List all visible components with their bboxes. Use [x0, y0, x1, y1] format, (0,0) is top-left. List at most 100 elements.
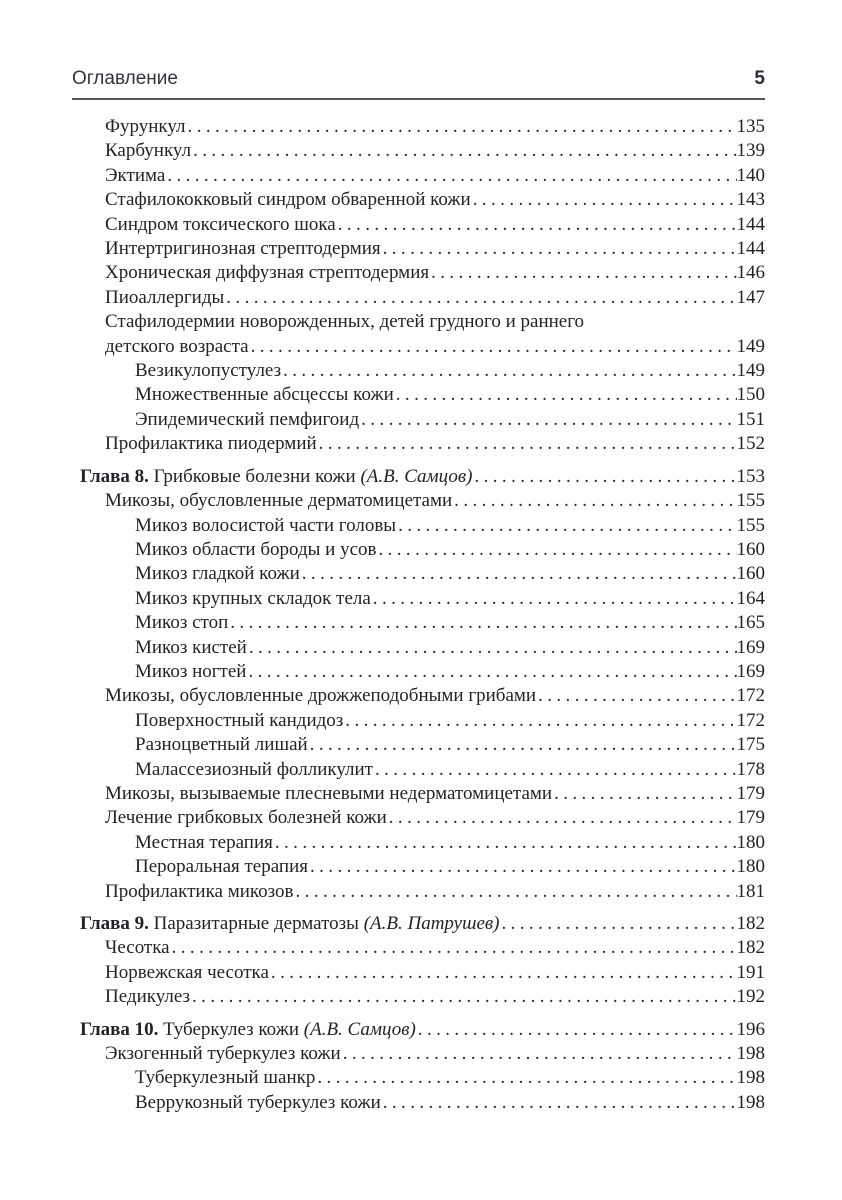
toc-entry: Микозы, обусловленные дрожжеподобными гр…: [72, 684, 765, 708]
toc-entry: Везикулопустулез 149: [72, 359, 765, 383]
entry-page-number: 179: [736, 782, 766, 804]
dot-leader: [310, 733, 737, 757]
toc-entry: Экзогенный туберкулез кожи 198: [72, 1042, 765, 1066]
entry-title: Профилактика пиодермий: [105, 433, 317, 455]
entry-page-number: 196: [736, 1018, 766, 1040]
toc-chapter-entry: Глава 10. Туберкулез кожи (А.В. Самцов) 1…: [72, 1018, 765, 1042]
dot-leader: [275, 831, 737, 855]
toc-entry: Поверхностный кандидоз 172: [72, 709, 765, 733]
toc-entry: Пиоаллергиды 147: [72, 286, 765, 310]
toc-entry: Микоз гладкой кожи 160: [72, 562, 765, 586]
toc-entry: Норвежская чесотка 191: [72, 961, 765, 985]
entry-page-number: 147: [736, 286, 766, 308]
toc-entry: Микоз стоп 165: [72, 611, 765, 635]
entry-page-number: 151: [736, 408, 766, 430]
entry-title: Микоз кистей: [135, 636, 247, 658]
entry-page-number: 191: [736, 961, 766, 983]
entry-title: Везикулопустулез: [135, 360, 282, 382]
dot-leader: [474, 465, 736, 489]
entry-title: Педикулез: [105, 986, 191, 1008]
toc-entry: Микозы, вызываемые плесневыми недерматом…: [72, 782, 765, 806]
entry-title: Микозы, вызываемые плесневыми недерматом…: [105, 782, 553, 804]
toc-entry: Местная терапия 180: [72, 831, 765, 855]
dot-leader: [418, 1018, 737, 1042]
toc-chapter-entry: Глава 8. Грибковые болезни кожи (А.В. Са…: [72, 465, 765, 489]
entry-title: Множественные абсцессы кожи: [135, 384, 394, 406]
entry-title: Хроническая диффузная стрептодермия: [105, 262, 430, 284]
entry-page-number: 160: [736, 563, 766, 585]
entry-title: Интертригинозная стрептодермия: [105, 238, 381, 260]
entry-author: (А.В. Самцов): [355, 465, 473, 487]
entry-page-number: 178: [736, 758, 766, 780]
entry-page-number: 169: [736, 636, 766, 658]
toc-entry: Стафилококковый синдром обваренной кожи 1…: [72, 188, 765, 212]
entry-title: Микоз области бороды и усов: [135, 538, 377, 560]
dot-leader: [251, 335, 737, 359]
toc-entry: Микоз крупных складок тела 164: [72, 587, 765, 611]
entry-page-number: 149: [736, 360, 766, 382]
dot-leader: [283, 359, 736, 383]
toc-entry: Малассезиозный фолликулит 178: [72, 758, 765, 782]
entry-title: Эктима: [105, 164, 166, 186]
entry-title: Профилактика микозов: [105, 880, 294, 902]
toc-entry: Эктима 140: [72, 164, 765, 188]
entry-title: Фурункул: [105, 116, 186, 137]
dot-leader: [375, 758, 737, 782]
dot-leader: [343, 1042, 737, 1066]
entry-page-number: 175: [736, 734, 766, 756]
dot-leader: [431, 261, 736, 285]
dot-leader: [473, 188, 737, 212]
dot-leader: [230, 611, 736, 635]
dot-leader: [317, 1066, 736, 1090]
entry-page-number: 169: [736, 660, 766, 682]
toc-entry: Интертригинозная стрептодермия 144: [72, 237, 765, 261]
entry-page-number: 179: [736, 807, 766, 829]
dot-leader: [378, 538, 736, 562]
entry-page-number: 155: [736, 514, 766, 536]
entry-title: Веррукозный туберкулез кожи: [135, 1091, 381, 1113]
toc-entry: Фурункул 135: [72, 115, 765, 139]
entry-page-number: 152: [736, 433, 766, 455]
entry-title: Разноцветный лишай: [135, 734, 308, 756]
entry-page-number: 182: [736, 937, 766, 959]
dot-leader: [302, 562, 737, 586]
entry-page-number: 172: [736, 709, 766, 731]
toc-entry: Разноцветный лишай 175: [72, 733, 765, 757]
entry-page-number: 180: [736, 831, 766, 853]
entry-title: Глава 10. Туберкулез кожи (А.В. Самцов): [80, 1018, 416, 1040]
entry-page-number: 165: [736, 612, 766, 634]
dot-leader: [167, 164, 736, 188]
toc-entry: Хроническая диффузная стрептодермия 146: [72, 261, 765, 285]
dot-leader: [193, 139, 736, 163]
toc-entry: Микоз кистей 169: [72, 636, 765, 660]
toc-entry: Эпидемический пемфигоид 151: [72, 408, 765, 432]
entry-page-number: 182: [736, 913, 766, 934]
entry-title: Микоз стоп: [135, 612, 229, 634]
dot-leader: [383, 1091, 737, 1115]
toc-entry: Пероральная терапия 180: [72, 855, 765, 879]
entry-title: Норвежская чесотка: [105, 961, 269, 983]
dot-leader: [319, 432, 737, 456]
entry-page-number: 140: [736, 164, 766, 186]
entry-title: Стафилококковый синдром обваренной кожи: [105, 189, 471, 211]
entry-page-number: 153: [736, 465, 766, 487]
page-number: 5: [754, 68, 765, 89]
entry-title: Микозы, обусловленные дерматомицетами: [105, 490, 453, 512]
entry-title: Чесотка: [105, 937, 170, 959]
entry-page-number: 198: [736, 1067, 766, 1089]
toc-entry: Профилактика микозов 181: [72, 880, 765, 904]
dot-leader: [361, 408, 736, 432]
chapter-number-label: Глава 10.: [80, 1018, 164, 1040]
dot-leader: [501, 912, 736, 936]
entry-title: Эпидемический пемфигоид: [135, 408, 360, 430]
toc-entry: Профилактика пиодермий 152: [72, 432, 765, 456]
entry-page-number: 192: [736, 986, 766, 1008]
dot-leader: [373, 587, 737, 611]
dot-leader: [538, 684, 736, 708]
entry-author: (А.В. Самцов): [299, 1018, 416, 1040]
toc-entry: Микоз ногтей 169: [72, 660, 765, 684]
entry-title: Микоз волосистой части головы: [135, 514, 397, 536]
toc-entry: Веррукозный туберкулез кожи 198: [72, 1091, 765, 1115]
entry-title: Карбункул: [105, 140, 192, 162]
entry-page-number: 172: [736, 685, 766, 707]
